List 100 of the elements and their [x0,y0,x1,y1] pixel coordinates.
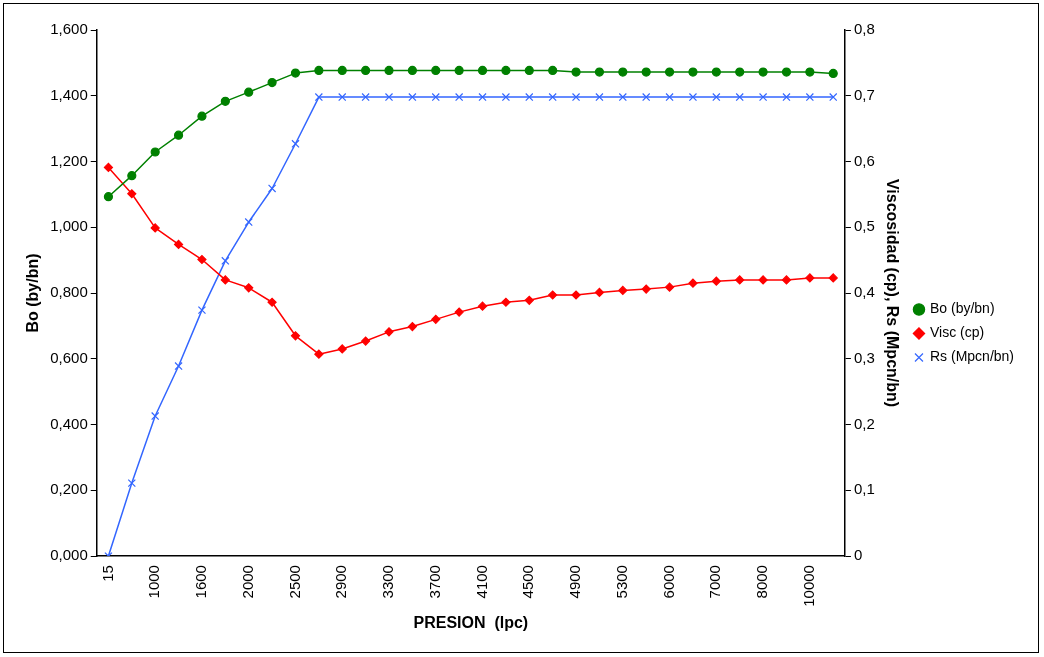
y-tick-label: 1,200 [50,151,88,169]
point [220,96,230,106]
point [384,65,394,76]
point [501,65,511,76]
point [524,65,534,76]
x-tick-label: 1600 [192,565,210,599]
point [781,275,792,285]
y2-tick-label: 0,1 [853,480,875,498]
point [477,301,488,311]
point [314,349,324,359]
point [455,92,464,102]
point [244,283,254,293]
point [501,92,511,102]
point [314,92,323,102]
point [642,92,651,102]
point [361,65,371,76]
legend-label: Visc (cp) [929,324,985,341]
point [805,67,815,77]
x-tick-label: 15 [98,565,116,582]
point [103,162,114,173]
point [712,92,721,102]
point [151,411,160,421]
point [758,92,768,102]
y-tick-label: 1,000 [50,217,88,235]
y-tick-label: 0,800 [50,283,88,301]
point [664,282,675,292]
point [571,92,581,102]
point [150,147,160,157]
y2-tick-label: 0 [853,546,863,564]
point [127,478,136,488]
point [478,92,487,102]
x-tick-label: 6000 [659,565,677,599]
point [173,239,184,249]
x-tick-label: 2900 [332,565,350,599]
point [618,92,627,102]
point [829,92,838,102]
point [688,67,698,77]
point [197,306,207,315]
point [290,331,301,341]
x-tick-label: 3700 [425,565,443,599]
point [384,92,394,102]
point [548,290,558,300]
point [501,297,511,307]
point [220,275,230,285]
point [454,65,464,76]
y2-tick-label: 0,5 [853,217,875,235]
point [291,139,300,148]
point [407,321,417,332]
point [664,67,675,77]
y2-tick-label: 0,2 [853,414,875,432]
legend-label: Rs (Mpcn/bn) [929,348,1015,365]
x-tick-label: 7000 [706,565,724,599]
point [454,307,464,317]
point [338,92,347,102]
point [431,65,441,76]
y-axis-title: Bo (by/bn) [24,253,42,333]
point [618,67,628,77]
point [361,336,371,346]
x-tick-label: 2000 [238,565,256,599]
point [595,92,604,102]
point [408,92,417,102]
point [735,275,745,285]
x-tick-label: 4500 [519,565,537,599]
point [594,287,605,297]
point [735,92,744,102]
y-tick-label: 0,400 [50,414,88,432]
x-tick-label: 4100 [472,565,490,599]
x-tick-label: 8000 [753,565,771,599]
point [431,92,440,102]
point [127,171,137,181]
point [267,78,277,88]
point [197,111,207,121]
point [244,87,254,97]
point [618,285,628,296]
point [688,278,698,288]
point [548,65,558,76]
point [711,67,721,77]
x-tick-label: 3300 [379,565,397,599]
y-tick-label: 0,200 [50,480,88,498]
x-tick-label: 2500 [285,565,303,599]
point [571,67,581,77]
x-tick-label: 5300 [612,565,630,599]
x-tick-label: 10000 [800,565,817,607]
point [384,327,394,337]
point [594,67,605,77]
point [267,184,277,193]
y-tick-label: 1,400 [50,85,88,103]
point [431,314,441,324]
point [828,68,838,78]
point [477,65,488,76]
x-tick-label: 4900 [566,565,584,599]
legend-label: Bo (by/bn) [929,300,995,317]
point [173,130,184,140]
y-tick-label: 1,600 [50,20,88,38]
y2-axis-title: Viscosidad (cp), Rs (Mpcn/bn) [883,178,901,408]
point [688,92,698,102]
point [337,65,347,76]
point [361,92,370,102]
y-tick-label: 0,000 [50,546,88,564]
point [805,92,814,102]
